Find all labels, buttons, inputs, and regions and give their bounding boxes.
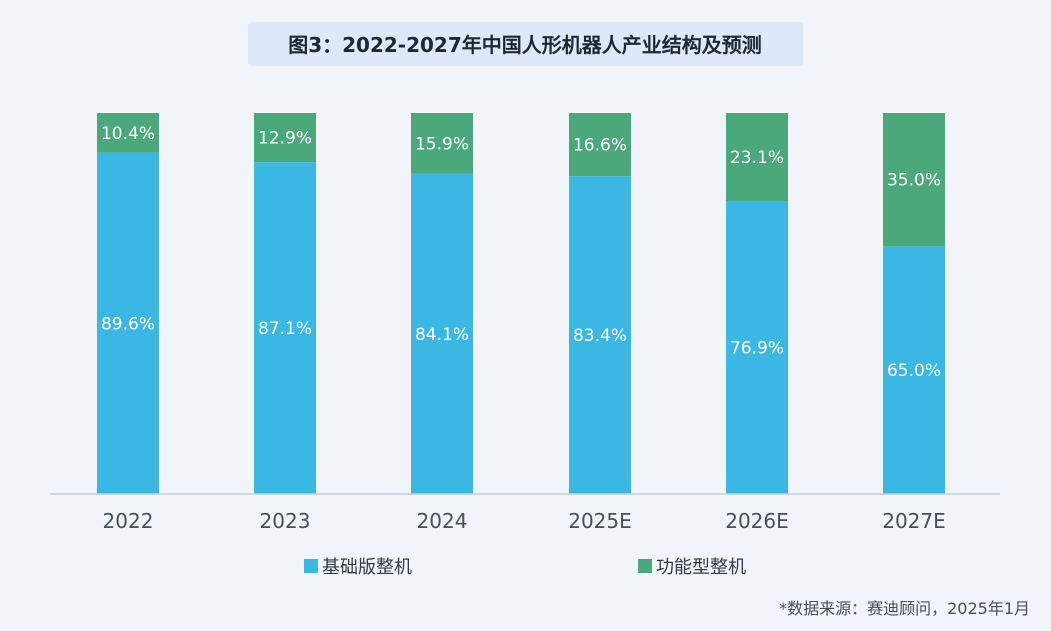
- bar-basic-2024: [411, 173, 473, 495]
- legend: 基础版整机 功能型整机: [304, 557, 746, 578]
- bars-group: 89.6% 10.4% 87.1% 12.9% 84.1% 15.9% 83.4% 16.6%…: [97, 113, 945, 495]
- bar-basic-2027E: [883, 246, 945, 494]
- x-tick-label-2027E: 2027E: [882, 509, 946, 533]
- legend-swatch-basic: [304, 559, 318, 573]
- data-label-functional-2023: 12.9%: [258, 129, 312, 149]
- bar-basic-2026E: [726, 201, 788, 495]
- bar-functional-2024: [411, 113, 473, 174]
- data-label-basic-2027E: 65.0%: [887, 361, 941, 381]
- chart-title: 图3：2022-2027年中国人形机器人产业结构及预测: [288, 33, 762, 57]
- legend-label-basic: 基础版整机: [322, 557, 412, 578]
- data-label-functional-2025E: 16.6%: [573, 136, 627, 156]
- title-band: [248, 22, 803, 66]
- data-label-functional-2024: 15.9%: [415, 134, 469, 154]
- bar-functional-2022: [97, 113, 159, 153]
- x-tick-label-2024: 2024: [417, 509, 468, 533]
- bar-functional-2027E: [883, 113, 945, 247]
- bar-functional-2025E: [569, 113, 631, 177]
- bar-functional-2023: [254, 113, 316, 163]
- legend-label-functional: 功能型整机: [656, 557, 746, 578]
- data-label-functional-2026E: 23.1%: [730, 148, 784, 168]
- source-note: *数据来源：赛迪顾问，2025年1月: [779, 599, 1030, 618]
- data-label-functional-2022: 10.4%: [101, 124, 155, 144]
- x-tick-label-2022: 2022: [103, 509, 154, 533]
- bar-basic-2022: [97, 152, 159, 494]
- bar-basic-2023: [254, 162, 316, 495]
- x-axis-ticks: 2022 2023 2024 2025E 2026E 2027E: [103, 509, 946, 533]
- legend-swatch-functional: [638, 559, 652, 573]
- x-tick-label-2026E: 2026E: [725, 509, 789, 533]
- x-tick-label-2023: 2023: [260, 509, 311, 533]
- data-label-basic-2024: 84.1%: [415, 325, 469, 345]
- x-tick-label-2025E: 2025E: [568, 509, 632, 533]
- data-label-basic-2025E: 83.4%: [573, 326, 627, 346]
- bar-functional-2026E: [726, 113, 788, 202]
- data-label-basic-2023: 87.1%: [258, 319, 312, 339]
- data-label-basic-2022: 89.6%: [101, 314, 155, 334]
- data-label-functional-2027E: 35.0%: [887, 171, 941, 191]
- data-label-basic-2026E: 76.9%: [730, 339, 784, 359]
- bar-basic-2025E: [569, 176, 631, 494]
